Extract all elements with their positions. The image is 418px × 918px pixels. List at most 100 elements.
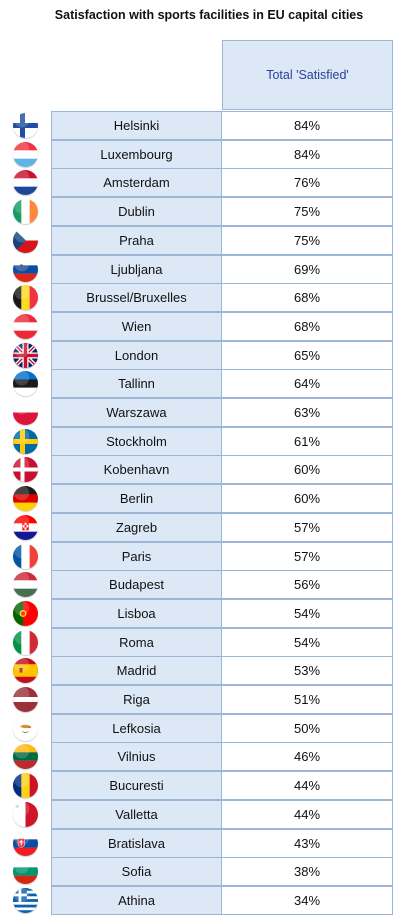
- greece-flag-icon: [13, 887, 38, 913]
- chart-title: Satisfaction with sports facilities in E…: [54, 8, 364, 22]
- city-label: Bucuresti: [51, 771, 222, 801]
- finland-flag-icon: [13, 113, 38, 138]
- satisfied-value: 46%: [222, 742, 393, 772]
- slovakia-flag-icon: [13, 830, 38, 856]
- satisfied-value: 84%: [222, 111, 393, 140]
- city-label: London: [51, 340, 222, 370]
- table-row: Berlin 60%: [0, 484, 418, 514]
- city-label: Kobenhavn: [51, 455, 222, 485]
- bulgaria-flag-icon: [13, 859, 38, 885]
- city-label: Dublin: [51, 197, 222, 227]
- table-row: Budapest 56%: [0, 570, 418, 600]
- table-row: Helsinki 84%: [0, 111, 418, 140]
- table-row: Brussel/Bruxelles 68%: [0, 283, 418, 313]
- city-label: Roma: [51, 627, 222, 657]
- denmark-flag-icon: [13, 457, 38, 483]
- city-label: Stockholm: [51, 426, 222, 456]
- satisfied-value: 76%: [222, 168, 393, 198]
- city-label: Zagreb: [51, 512, 222, 542]
- satisfied-value: 64%: [222, 369, 393, 399]
- city-label: Warszawa: [51, 398, 222, 427]
- spain-flag-icon: [13, 658, 38, 684]
- satisfied-value: 63%: [222, 398, 393, 427]
- table-row: Warszawa 63%: [0, 398, 418, 427]
- table-row: Kobenhavn 60%: [0, 455, 418, 485]
- satisfied-value: 51%: [222, 685, 393, 714]
- table-row: Bucuresti 44%: [0, 771, 418, 801]
- city-label: Wien: [51, 311, 222, 341]
- satisfied-value: 69%: [222, 254, 393, 284]
- table-row: Ljubljana 69%: [0, 254, 418, 284]
- city-label: Brussel/Bruxelles: [51, 283, 222, 313]
- city-label: Budapest: [51, 570, 222, 600]
- table-row: Zagreb 57%: [0, 512, 418, 542]
- satisfied-value: 68%: [222, 311, 393, 341]
- satisfied-value: 57%: [222, 512, 393, 542]
- city-label: Madrid: [51, 656, 222, 686]
- satisfied-value: 43%: [222, 828, 393, 858]
- satisfied-value: 50%: [222, 713, 393, 743]
- satisfied-value: 54%: [222, 627, 393, 657]
- table-row: Vilnius 46%: [0, 742, 418, 772]
- table-row: Sofia 38%: [0, 857, 418, 887]
- satisfied-value: 65%: [222, 340, 393, 370]
- city-label: Riga: [51, 685, 222, 714]
- luxembourg-flag-icon: [13, 141, 38, 167]
- city-label: Praha: [51, 225, 222, 255]
- czech-flag-icon: [13, 227, 38, 253]
- satisfied-value: 34%: [222, 885, 393, 915]
- belgium-flag-icon: [13, 285, 38, 311]
- city-label: Ljubljana: [51, 254, 222, 284]
- table-row: Luxembourg 84%: [0, 139, 418, 169]
- satisfied-value: 68%: [222, 283, 393, 313]
- malta-flag-icon: [13, 801, 38, 827]
- satisfied-value: 84%: [222, 139, 393, 169]
- satisfied-value: 54%: [222, 598, 393, 628]
- latvia-flag-icon: [13, 687, 38, 712]
- table-row: Stockholm 61%: [0, 426, 418, 456]
- table-row: Madrid 53%: [0, 656, 418, 686]
- city-label: Valletta: [51, 799, 222, 829]
- satisfied-value: 44%: [222, 771, 393, 801]
- table-row: London 65%: [0, 340, 418, 370]
- ireland-flag-icon: [13, 199, 38, 225]
- city-label: Helsinki: [51, 111, 222, 140]
- satisfied-value: 38%: [222, 857, 393, 887]
- satisfied-value: 75%: [222, 225, 393, 255]
- table-row: Paris 57%: [0, 541, 418, 571]
- germany-flag-icon: [13, 486, 38, 512]
- city-label: Luxembourg: [51, 139, 222, 169]
- satisfied-value: 60%: [222, 484, 393, 514]
- hungary-flag-icon: [13, 572, 38, 598]
- city-label: Bratislava: [51, 828, 222, 858]
- city-label: Paris: [51, 541, 222, 571]
- netherlands-flag-icon: [13, 170, 38, 196]
- croatia-flag-icon: [13, 514, 38, 540]
- city-label: Sofia: [51, 857, 222, 887]
- table-row: Lisboa 54%: [0, 598, 418, 628]
- poland-flag-icon: [13, 400, 38, 425]
- city-label: Athina: [51, 885, 222, 915]
- table-row: Valletta 44%: [0, 799, 418, 829]
- table-row: Athina 34%: [0, 885, 418, 915]
- romania-flag-icon: [13, 773, 38, 799]
- austria-flag-icon: [13, 313, 38, 339]
- italy-flag-icon: [13, 629, 38, 655]
- city-label: Vilnius: [51, 742, 222, 772]
- satisfied-value: 60%: [222, 455, 393, 485]
- sweden-flag-icon: [13, 428, 38, 454]
- table-row: Bratislava 43%: [0, 828, 418, 858]
- table-row: Lefkosia 50%: [0, 713, 418, 743]
- table-row: Praha 75%: [0, 225, 418, 255]
- france-flag-icon: [13, 543, 38, 569]
- city-label: Lefkosia: [51, 713, 222, 743]
- satisfied-value: 57%: [222, 541, 393, 571]
- satisfied-value: 56%: [222, 570, 393, 600]
- city-label: Amsterdam: [51, 168, 222, 198]
- estonia-flag-icon: [13, 371, 38, 397]
- city-label: Lisboa: [51, 598, 222, 628]
- table-row: Riga 51%: [0, 685, 418, 714]
- cyprus-flag-icon: [13, 715, 38, 741]
- table-row: Wien 68%: [0, 311, 418, 341]
- satisfied-value: 53%: [222, 656, 393, 686]
